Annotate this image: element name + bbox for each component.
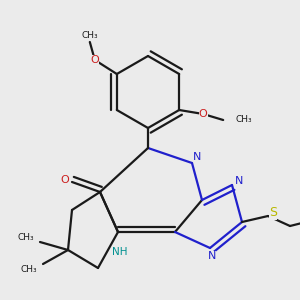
- Text: CH₃: CH₃: [235, 116, 252, 124]
- Text: N: N: [193, 152, 201, 162]
- Text: CH₃: CH₃: [21, 265, 37, 274]
- Text: NH: NH: [112, 247, 128, 257]
- Text: CH₃: CH₃: [82, 31, 98, 40]
- Text: S: S: [269, 206, 277, 220]
- Text: O: O: [199, 109, 208, 119]
- Text: O: O: [90, 55, 99, 65]
- Text: O: O: [61, 175, 69, 185]
- Text: N: N: [235, 176, 243, 186]
- Text: N: N: [208, 251, 216, 261]
- Text: CH₃: CH₃: [18, 232, 34, 242]
